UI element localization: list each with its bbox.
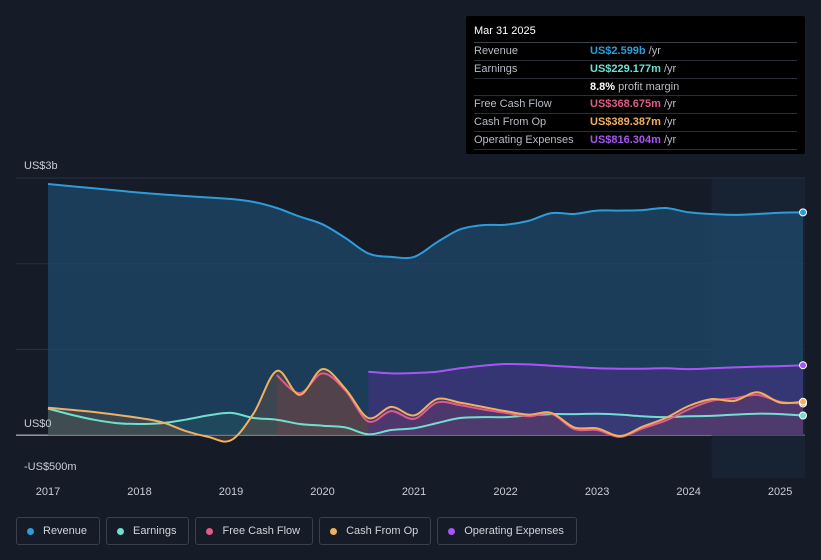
- revenue-line: [47, 183, 804, 260]
- y-tick-label: US$0: [24, 418, 52, 430]
- legend-label: Earnings: [133, 525, 177, 537]
- legend-dot-icon: [117, 527, 125, 535]
- legend-item-operating-expenses[interactable]: Operating Expenses: [437, 517, 577, 545]
- tooltip-row-unit: /yr: [663, 116, 677, 129]
- tooltip-row: Revenue US$2.599b/yr: [474, 43, 797, 61]
- y-tick-label: -US$500m: [24, 461, 77, 473]
- legend-item-free-cash-flow[interactable]: Free Cash Flow: [195, 517, 314, 545]
- y-axis-labels: US$3b US$0 -US$500m: [24, 160, 77, 473]
- tooltip-row-value: US$816.304m: [590, 133, 661, 146]
- earnings-end-marker: [799, 411, 807, 420]
- tooltip: Mar 31 2025 Revenue US$2.599b/yr Earnings U…: [466, 16, 805, 154]
- tooltip-row: 8.8% profit margin: [474, 79, 797, 97]
- legend-item-earnings[interactable]: Earnings: [106, 517, 190, 545]
- tooltip-row-label: Earnings: [474, 62, 518, 75]
- tooltip-row: Operating Expenses US$816.304m/yr: [474, 132, 797, 150]
- x-tick-label: 2018: [127, 486, 151, 498]
- tooltip-row-unit: /yr: [663, 62, 677, 75]
- tooltip-row-value: US$389.387m: [590, 116, 661, 129]
- legend-dot-icon: [330, 527, 338, 535]
- tooltip-row-unit: profit margin: [618, 80, 680, 93]
- tooltip-row: Free Cash Flow US$368.675m/yr: [474, 96, 797, 115]
- legend-dot-icon: [448, 527, 456, 535]
- tooltip-row-label: Operating Expenses: [474, 133, 574, 146]
- y-tick-label: US$3b: [24, 160, 58, 172]
- legend-label: Revenue: [43, 525, 88, 537]
- x-axis-labels: 2017 2018 2019 2020 2021 2022 2023 2024 2025: [36, 486, 793, 498]
- tooltip-row-value: US$229.177m: [590, 62, 661, 75]
- tooltip-row-unit: /yr: [648, 45, 661, 57]
- tooltip-row-label: Free Cash Flow: [474, 98, 552, 111]
- x-tick-label: 2025: [768, 486, 792, 498]
- x-tick-label: 2024: [676, 486, 700, 498]
- cash-from-op-line: [47, 368, 804, 443]
- x-tick-label: 2017: [36, 486, 60, 498]
- tooltip-row-unit: /yr: [663, 98, 677, 111]
- cash-from-op-end-marker: [799, 397, 807, 406]
- tooltip-row-value: 8.8%: [590, 80, 616, 93]
- x-tick-label: 2019: [219, 486, 243, 498]
- legend-dot-icon: [27, 527, 34, 535]
- tooltip-row: Cash From Op US$389.387m/yr: [474, 114, 797, 132]
- tooltip-row-label: Cash From Op: [474, 116, 547, 129]
- tooltip-date: Mar 31 2025: [474, 24, 797, 43]
- tooltip-row: Earnings US$229.177m/yr: [474, 61, 797, 79]
- series-lines: [47, 183, 804, 443]
- tooltip-row-value: US$368.675m: [590, 98, 661, 111]
- series-areas: [48, 184, 804, 442]
- x-tick-label: 2020: [310, 486, 334, 498]
- tooltip-row-label: [474, 79, 590, 96]
- x-tick-label: 2022: [493, 486, 517, 498]
- operating-expenses-line: [368, 362, 804, 375]
- x-tick-label: 2023: [585, 486, 609, 498]
- legend-label: Operating Expenses: [464, 525, 564, 537]
- tooltip-row-value: US$2.599b: [590, 45, 646, 57]
- revenue-end-marker: [799, 208, 807, 217]
- tooltip-rows: Revenue US$2.599b/yr Earnings US$229.177m/y…: [474, 43, 797, 150]
- legend-item-revenue[interactable]: Revenue: [16, 517, 101, 545]
- legend-item-cash-from-op[interactable]: Cash From Op: [319, 517, 432, 545]
- operating-expenses-end-marker: [799, 361, 807, 370]
- legend-label: Cash From Op: [346, 525, 419, 537]
- legend-dot-icon: [206, 527, 214, 535]
- free-cash-flow-line: [276, 372, 804, 438]
- legend-label: Free Cash Flow: [222, 525, 301, 537]
- tooltip-row-label: Revenue: [474, 45, 519, 57]
- earnings-line: [47, 407, 804, 436]
- series-end-markers: [799, 208, 807, 420]
- tooltip-row-unit: /yr: [663, 133, 677, 146]
- legend: Revenue Earnings Free Cash Flow Cash From O…: [16, 517, 577, 547]
- x-tick-label: 2021: [402, 486, 426, 498]
